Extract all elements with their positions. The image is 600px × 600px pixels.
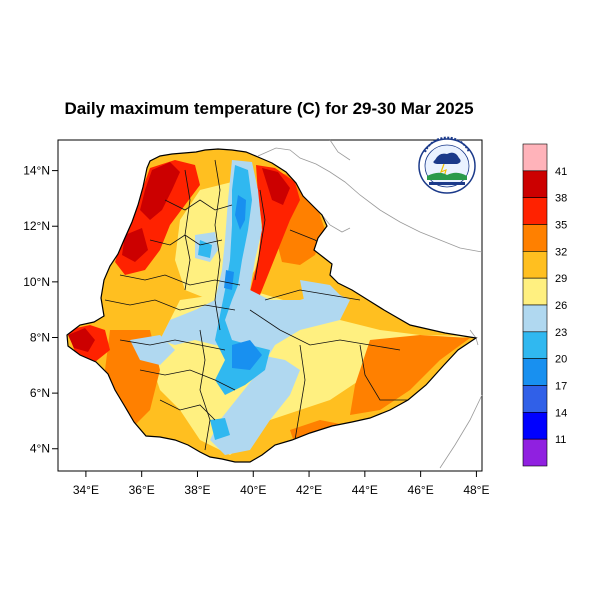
x-tick-label: 40°E: [240, 483, 266, 497]
colorbar-swatch: [522, 143, 548, 172]
colorbar-label: 14: [555, 407, 567, 419]
y-tick-label: 8°N: [30, 330, 50, 344]
colorbar-label: 20: [555, 354, 567, 366]
colorbar-label: 35: [555, 220, 567, 232]
colorbar-swatch: [522, 224, 548, 252]
neighbour-borders: [257, 139, 483, 469]
temperature-field: [67, 149, 476, 462]
y-tick-label: 10°N: [23, 275, 50, 289]
x-tick-label: 44°E: [352, 483, 378, 497]
x-tick-label: 42°E: [296, 483, 322, 497]
colorbar-label: 23: [555, 327, 567, 339]
colorbar-label: 26: [555, 300, 567, 312]
x-tick-label: 34°E: [73, 483, 99, 497]
colorbar-swatch: [522, 438, 548, 467]
colorbar-label: 38: [555, 193, 567, 205]
colorbar-label: 17: [555, 381, 567, 393]
y-tick-label: 14°N: [23, 164, 50, 178]
colorbar-swatch: [522, 358, 548, 386]
x-axis: 34°E 36°E 38°E 40°E 42°E 44°E 46°E 48°E: [73, 471, 489, 497]
colorbar-swatch: [522, 304, 548, 333]
map-title: Daily maximum temperature (C) for 29-30 …: [64, 99, 473, 118]
colorbar-swatch: [522, 170, 548, 198]
ethiopian-meteorology-logo: [418, 136, 476, 194]
colorbar-label: 11: [555, 434, 566, 446]
y-tick-label: 4°N: [30, 442, 50, 456]
y-axis: 4°N 6°N 8°N 10°N 12°N 14°N: [23, 164, 58, 456]
x-tick-label: 46°E: [408, 483, 434, 497]
colorbar-swatch: [522, 385, 548, 413]
colorbar: 41 38 35 32 29 26 23 20 17 14 11: [522, 143, 567, 467]
colorbar-label: 32: [555, 246, 567, 258]
x-tick-label: 48°E: [463, 483, 489, 497]
colorbar-swatch: [522, 277, 548, 306]
colorbar-label: 29: [555, 273, 567, 285]
colorbar-swatch: [522, 331, 548, 359]
x-tick-label: 36°E: [129, 483, 155, 497]
admin-boundaries: [104, 159, 410, 451]
y-tick-label: 6°N: [30, 386, 50, 400]
x-tick-label: 38°E: [184, 483, 210, 497]
colorbar-label: 41: [555, 166, 567, 178]
colorbar-swatch: [522, 412, 548, 440]
colorbar-swatch: [522, 251, 548, 279]
y-tick-label: 12°N: [23, 219, 50, 233]
colorbar-swatch: [522, 197, 548, 225]
